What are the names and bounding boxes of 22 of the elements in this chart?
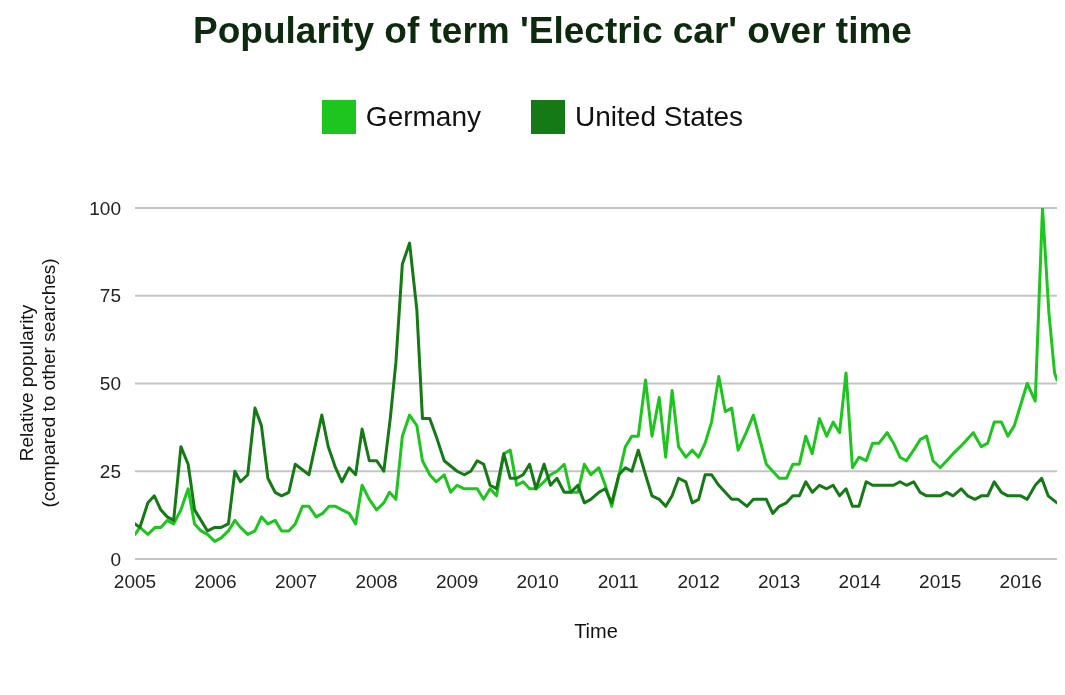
x-tick-label: 2014 xyxy=(838,571,882,593)
x-tick-label: 2011 xyxy=(597,571,639,593)
y-axis-title: Relative popularity (compared to other searches) xyxy=(16,258,60,508)
y-tick-label: 0 xyxy=(110,548,121,570)
y-tick-label: 100 xyxy=(89,197,121,219)
legend-label: Germany xyxy=(365,101,482,133)
y-tick-label: 50 xyxy=(99,373,121,395)
x-tick-label: 2016 xyxy=(999,571,1042,593)
x-tick-label: 2015 xyxy=(919,571,962,593)
x-tick-label: 2009 xyxy=(435,571,479,593)
x-tick-label: 2005 xyxy=(113,571,157,593)
x-axis-title: Time xyxy=(573,620,619,643)
x-tick-label: 2010 xyxy=(516,571,559,593)
x-tick-label: 2012 xyxy=(677,571,720,593)
y-tick-label: 25 xyxy=(99,460,121,482)
chart-title: Popularity of term 'Electric car' over time xyxy=(192,10,913,52)
x-tick-label: 2006 xyxy=(194,571,237,593)
y-tick-label: 75 xyxy=(99,285,121,307)
x-tick-label: 2007 xyxy=(274,571,318,593)
x-tick-label: 2013 xyxy=(758,571,801,593)
x-tick-label: 2008 xyxy=(355,571,398,593)
legend-label: United States xyxy=(575,101,744,133)
